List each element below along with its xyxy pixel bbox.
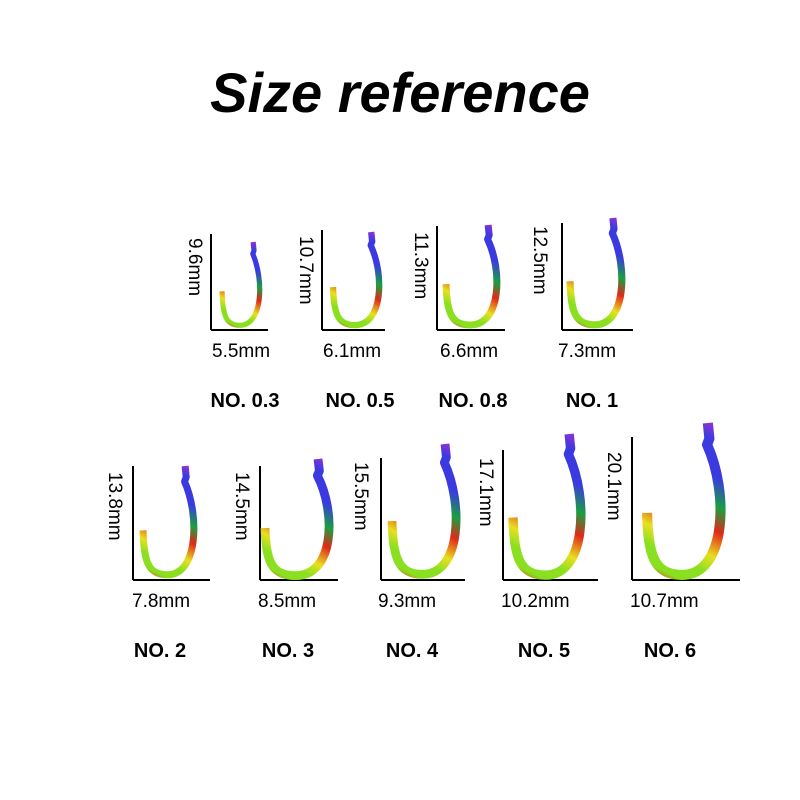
hook-width-label: 6.1mm xyxy=(323,341,382,362)
hook-size-number: NO. 3 xyxy=(261,640,315,662)
fishing-hook-icon xyxy=(260,458,334,581)
hook-height-label: 20.1mm xyxy=(603,452,624,521)
page-title: Size reference xyxy=(210,61,590,124)
hook-width-label: 5.5mm xyxy=(212,341,271,362)
fishing-hook-icon xyxy=(139,465,198,579)
hook-width-label: 6.6mm xyxy=(440,341,499,362)
fishing-hook-icon xyxy=(219,241,263,328)
fishing-hook-icon xyxy=(442,224,501,329)
hook-width-label: 10.7mm xyxy=(630,591,699,612)
fishing-hook-icon xyxy=(508,433,586,580)
hook-size-number: NO. 0.5 xyxy=(325,390,395,412)
hook-size-number: NO. 5 xyxy=(517,640,571,662)
hook-size-number: NO. 1 xyxy=(565,390,619,412)
fishing-hook-icon xyxy=(329,231,383,329)
hook-size-number: NO. 2 xyxy=(133,640,187,662)
hook-width-label: 10.2mm xyxy=(501,591,570,612)
fishing-hook-icon xyxy=(641,422,726,580)
hook-width-label: 9.3mm xyxy=(378,591,437,612)
hook-size-number: NO. 0.8 xyxy=(438,390,508,412)
hook-width-label: 7.8mm xyxy=(132,591,191,612)
fishing-hook-icon xyxy=(566,217,626,329)
hook-width-label: 8.5mm xyxy=(258,591,317,612)
hook-size-number: NO. 4 xyxy=(385,640,439,662)
fishing-hook-icon xyxy=(387,443,461,579)
hook-width-label: 7.3mm xyxy=(558,341,617,362)
hook-size-number: NO. 6 xyxy=(643,640,697,662)
hook-size-number: NO. 0.3 xyxy=(210,390,280,412)
